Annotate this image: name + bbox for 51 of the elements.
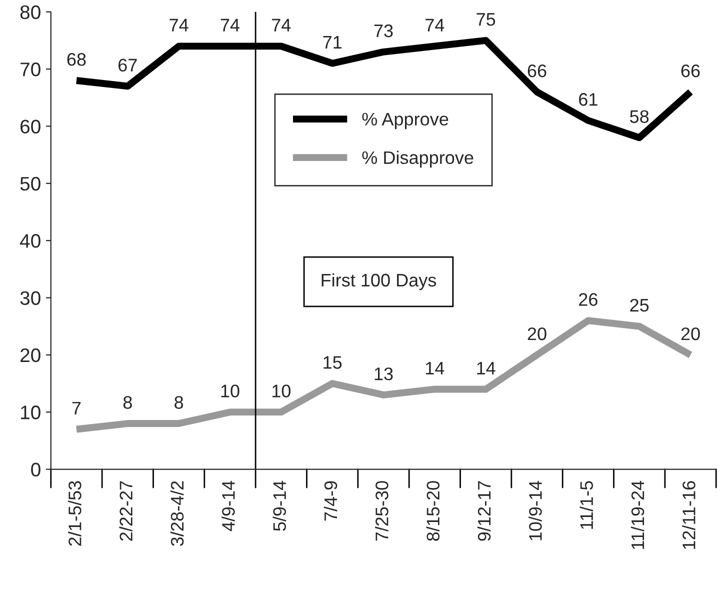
data-label: 67: [118, 58, 137, 72]
data-label: 26: [579, 293, 598, 306]
data-label: 58: [630, 110, 649, 123]
legend-label: % Approve: [362, 112, 448, 130]
data-label: 74: [220, 18, 240, 32]
data-label: 14: [426, 362, 444, 374]
data-label: 74: [426, 18, 444, 32]
data-label: 73: [374, 24, 393, 38]
x-tick-label: 7/25-30: [375, 481, 388, 541]
data-label: 10: [221, 384, 240, 398]
y-tick-label: 80: [20, 5, 40, 20]
data-label: 10: [272, 384, 290, 398]
data-label: 75: [476, 13, 496, 26]
data-label: 74: [170, 18, 188, 32]
data-label: 61: [579, 93, 598, 106]
data-label: 8: [123, 396, 132, 409]
y-tick-label: 50: [20, 176, 40, 191]
data-label: 68: [67, 53, 86, 66]
x-tick-label: 11/19-24: [630, 480, 644, 549]
x-tick-label: 10/9-14: [528, 480, 542, 540]
x-tick-label: 11/1-5: [580, 481, 594, 529]
x-tick-label: 7/4-9: [324, 481, 338, 521]
y-tick-label: 30: [20, 291, 40, 305]
y-tick-label: 40: [20, 234, 40, 248]
y-tick-label: 0: [31, 462, 40, 476]
data-label: 13: [374, 367, 393, 380]
data-label: 20: [681, 327, 700, 340]
x-tick-label: 2/1-5/53: [68, 481, 82, 546]
x-tick-label: 5/9-14: [272, 480, 286, 531]
x-tick-label: 12/11-16: [682, 481, 696, 549]
y-tick-label: 70: [20, 62, 40, 76]
data-label: 74: [272, 18, 291, 32]
data-label: 71: [323, 36, 342, 48]
data-label: 7: [72, 402, 81, 414]
x-tick-label: 3/28-4/2: [170, 481, 184, 546]
x-tick-label: 8/15-20: [426, 481, 440, 541]
data-label: 8: [174, 396, 184, 409]
annotation: First 100 Days: [322, 273, 436, 290]
data-label: 15: [324, 356, 342, 369]
x-tick-label: 2/22-27: [119, 481, 132, 541]
data-label: 14: [477, 362, 496, 374]
data-label: 66: [681, 64, 700, 78]
y-tick-label: 10: [21, 406, 40, 420]
x-tick-label: 4/9-14: [222, 480, 235, 532]
y-tick-label: 60: [20, 120, 40, 134]
legend-label: % Disapprove: [362, 150, 474, 168]
x-tick-label: 9/12-17: [477, 481, 491, 541]
data-label: 25: [630, 298, 649, 312]
data-label: 66: [528, 64, 546, 78]
data-label: 20: [528, 327, 546, 340]
y-tick-label: 20: [20, 348, 40, 362]
